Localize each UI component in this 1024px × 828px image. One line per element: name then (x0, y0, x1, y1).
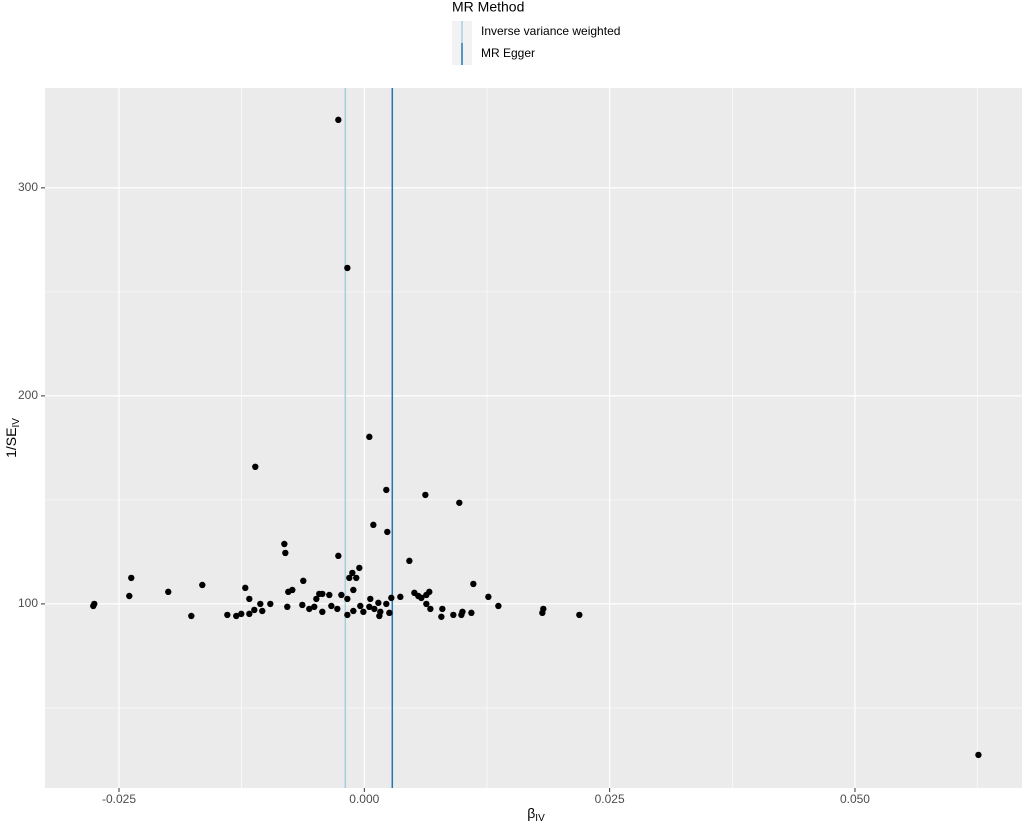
point (326, 591, 333, 599)
point (349, 569, 356, 577)
point (383, 600, 390, 608)
point (406, 557, 413, 565)
point (126, 592, 133, 600)
x-tick-label: 0.025 (595, 792, 625, 806)
point (576, 611, 583, 619)
point (338, 591, 345, 599)
x-axis-title-main: β (527, 805, 535, 821)
point (375, 599, 382, 607)
point (311, 603, 318, 611)
point (299, 601, 306, 609)
point (388, 594, 395, 602)
point (418, 594, 425, 602)
point (350, 607, 357, 615)
point (439, 605, 446, 613)
point (383, 486, 390, 494)
point (281, 540, 288, 548)
point (468, 609, 475, 617)
point (242, 584, 249, 592)
x-axis-title: βIV (527, 805, 545, 823)
x-tick-label: -0.025 (102, 792, 136, 806)
point (257, 600, 264, 608)
point (346, 574, 353, 582)
point (259, 607, 266, 615)
y-axis-title: 1/SEIV (3, 418, 22, 458)
point (246, 595, 253, 603)
point (975, 751, 982, 759)
point (306, 605, 313, 613)
y-axis-title-main: 1/SE (3, 428, 19, 458)
point (438, 613, 445, 620)
point (188, 612, 195, 620)
point (344, 264, 351, 272)
point (252, 463, 259, 471)
point (458, 611, 465, 619)
point (251, 606, 258, 614)
plot-panel (45, 88, 1022, 788)
point (384, 528, 391, 536)
point (319, 590, 326, 598)
point (357, 602, 364, 610)
point (319, 608, 326, 616)
point (344, 611, 351, 619)
point (353, 574, 360, 582)
point (284, 603, 291, 611)
point (300, 577, 307, 585)
y-tick-label: 100 (18, 596, 38, 610)
point (313, 595, 320, 603)
point (246, 610, 253, 618)
x-tick-label: 0.050 (840, 792, 870, 806)
point (367, 595, 374, 603)
point (397, 593, 404, 601)
legend-label: MR Egger (481, 46, 535, 60)
point (470, 580, 477, 588)
point (360, 608, 367, 616)
point (376, 612, 383, 620)
point (456, 499, 463, 506)
point (90, 602, 97, 610)
point (233, 612, 240, 620)
point (165, 588, 172, 596)
point (450, 611, 457, 619)
point (423, 591, 430, 599)
point (370, 521, 377, 529)
y-axis-title-sub: IV (11, 418, 22, 428)
point (344, 595, 351, 603)
point (485, 593, 492, 601)
point (371, 605, 378, 613)
point (335, 116, 342, 124)
point (422, 491, 429, 499)
point (356, 564, 363, 572)
point (282, 549, 289, 557)
point (335, 552, 342, 560)
point (350, 586, 357, 594)
point (366, 433, 373, 441)
point (238, 610, 245, 618)
y-tick-label: 300 (18, 180, 38, 194)
point (334, 605, 341, 613)
point (366, 603, 373, 611)
point (224, 611, 231, 619)
point (128, 574, 135, 582)
point (423, 600, 430, 608)
legend-label: Inverse variance weighted (481, 24, 620, 38)
point (199, 581, 206, 589)
y-tick-label: 200 (18, 388, 38, 402)
x-axis-title-sub: IV (535, 813, 545, 823)
x-tick-label: 0.000 (349, 792, 379, 806)
legend-title: MR Method (452, 0, 524, 15)
point (285, 588, 292, 596)
point (267, 600, 274, 608)
point (386, 609, 393, 617)
point (539, 609, 546, 617)
point (328, 602, 335, 610)
point (427, 605, 434, 613)
point (495, 602, 502, 610)
